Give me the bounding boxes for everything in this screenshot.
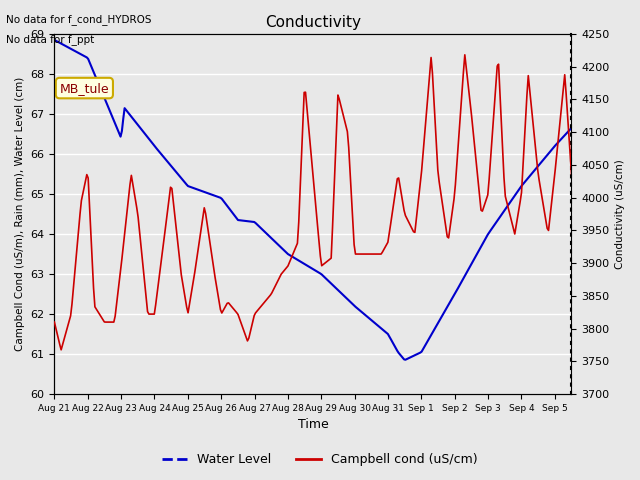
X-axis label: Time: Time xyxy=(298,419,328,432)
Text: MB_tule: MB_tule xyxy=(60,82,109,95)
Title: Conductivity: Conductivity xyxy=(265,15,361,30)
Text: No data for f_cond_HYDROS: No data for f_cond_HYDROS xyxy=(6,14,152,25)
Legend: Water Level, Campbell cond (uS/cm): Water Level, Campbell cond (uS/cm) xyxy=(157,448,483,471)
Y-axis label: Conductivity (uS/cm): Conductivity (uS/cm) xyxy=(615,159,625,269)
Y-axis label: Campbell Cond (uS/m), Rain (mm), Water Level (cm): Campbell Cond (uS/m), Rain (mm), Water L… xyxy=(15,77,25,351)
Text: No data for f_ppt: No data for f_ppt xyxy=(6,34,95,45)
